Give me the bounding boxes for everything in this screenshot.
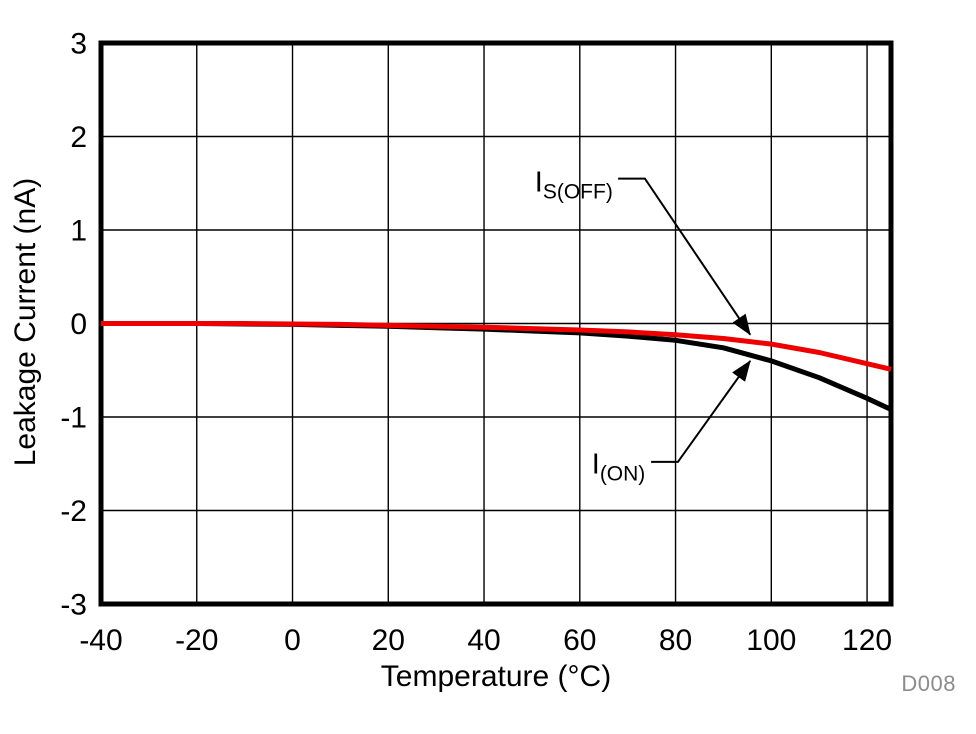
y-tick-label: 1 bbox=[70, 215, 87, 248]
annotation-label-is-off: IS(OFF) bbox=[534, 166, 613, 203]
x-tick-label: 20 bbox=[372, 624, 405, 657]
x-tick-label: -40 bbox=[79, 624, 122, 657]
annotation-label-subscript: S(OFF) bbox=[542, 180, 613, 204]
y-tick-label: -2 bbox=[60, 495, 87, 528]
x-tick-label: 80 bbox=[659, 624, 692, 657]
annotation-label-i-on: I(ON) bbox=[591, 448, 646, 485]
y-axis-title: Leakage Current (nA) bbox=[9, 177, 42, 467]
x-tick-label: -20 bbox=[175, 624, 218, 657]
y-tick-label: 0 bbox=[70, 308, 87, 341]
y-tick-label: 3 bbox=[70, 28, 87, 61]
y-tick-label: 2 bbox=[70, 121, 87, 154]
x-tick-label: 40 bbox=[467, 624, 500, 657]
plot-id-watermark: D008 bbox=[901, 671, 956, 696]
series-is-off-curve bbox=[101, 321, 892, 372]
x-tick-label: 60 bbox=[563, 624, 596, 657]
annotation-label-main: I bbox=[591, 448, 600, 481]
annotation-label-subscript: (ON) bbox=[599, 462, 646, 486]
annotation-label-main: I bbox=[534, 166, 543, 199]
x-tick-label: 0 bbox=[284, 624, 301, 657]
annotation-leader-is-off bbox=[618, 177, 752, 336]
series-i-on-curve bbox=[101, 321, 893, 412]
x-tick-label: 120 bbox=[842, 624, 892, 657]
x-tick-label: 100 bbox=[746, 624, 796, 657]
annotation-leader-i-on bbox=[651, 360, 752, 463]
x-axis-title: Temperature (°C) bbox=[380, 660, 612, 693]
y-tick-label: -1 bbox=[60, 402, 87, 435]
y-tick-label: -3 bbox=[60, 589, 87, 622]
